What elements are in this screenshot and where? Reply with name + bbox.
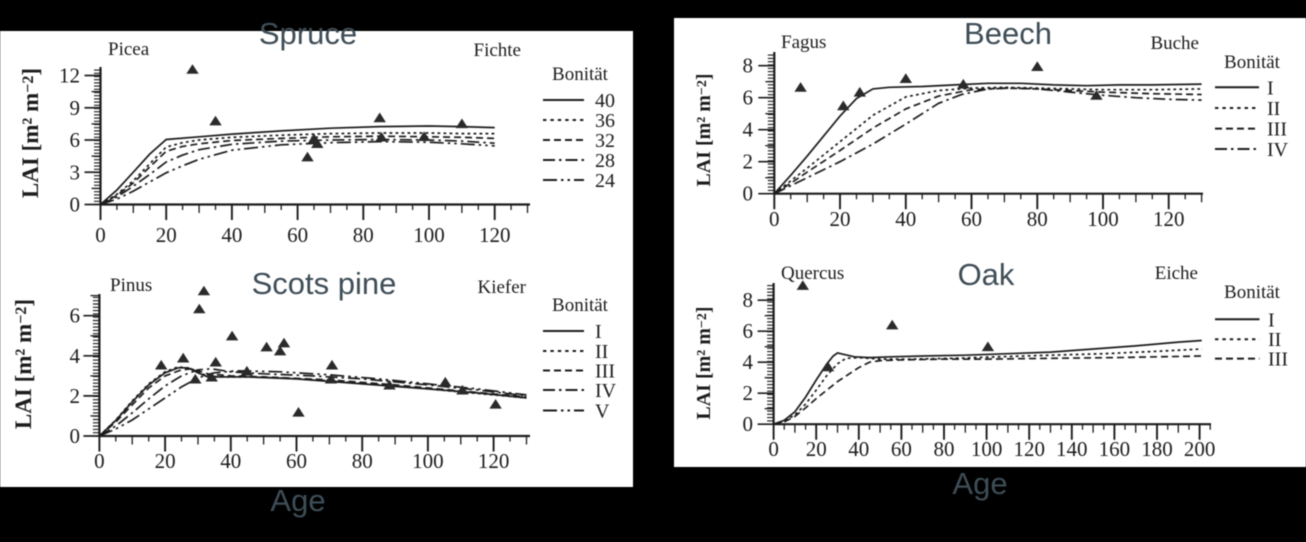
svg-text:LAI [m² m−2]: LAI [m² m−2] <box>693 73 715 186</box>
svg-text:Oak: Oak <box>958 257 1015 292</box>
svg-text:6: 6 <box>70 128 81 152</box>
svg-text:Fagus: Fagus <box>781 32 826 53</box>
svg-text:100: 100 <box>971 437 1003 461</box>
svg-text:80: 80 <box>352 449 373 473</box>
svg-text:120: 120 <box>479 223 511 247</box>
svg-text:Scots pine: Scots pine <box>252 266 397 301</box>
svg-text:0: 0 <box>70 424 81 448</box>
svg-text:0: 0 <box>769 207 780 231</box>
svg-text:40: 40 <box>220 449 241 473</box>
svg-text:II: II <box>595 341 608 363</box>
svg-text:6: 6 <box>743 319 754 343</box>
svg-text:60: 60 <box>891 437 912 461</box>
svg-text:60: 60 <box>287 223 308 247</box>
svg-text:20: 20 <box>830 207 851 231</box>
svg-text:V: V <box>595 401 610 423</box>
svg-text:120: 120 <box>478 449 510 473</box>
svg-text:9: 9 <box>70 96 81 120</box>
svg-text:2: 2 <box>70 384 81 408</box>
svg-text:Bonität: Bonität <box>1224 282 1281 303</box>
svg-text:20: 20 <box>155 449 176 473</box>
svg-text:120: 120 <box>1153 207 1185 231</box>
svg-text:4: 4 <box>743 350 754 374</box>
svg-text:III: III <box>595 361 615 383</box>
svg-text:40: 40 <box>221 223 242 247</box>
svg-text:Bonität: Bonität <box>552 295 609 316</box>
svg-text:80: 80 <box>1027 207 1048 231</box>
svg-text:Age: Age <box>952 466 1007 501</box>
svg-text:36: 36 <box>595 110 615 132</box>
svg-text:24: 24 <box>595 170 615 192</box>
svg-text:32: 32 <box>595 130 615 152</box>
svg-text:0: 0 <box>95 223 106 247</box>
svg-text:60: 60 <box>286 449 307 473</box>
svg-text:Age: Age <box>270 483 325 518</box>
svg-text:80: 80 <box>934 437 955 461</box>
svg-text:0: 0 <box>768 437 779 461</box>
svg-text:3: 3 <box>70 160 81 184</box>
svg-text:Bonität: Bonität <box>552 64 609 85</box>
svg-text:20: 20 <box>806 437 827 461</box>
svg-text:I: I <box>1267 77 1274 99</box>
svg-text:0: 0 <box>70 193 81 217</box>
svg-text:12: 12 <box>59 64 80 88</box>
svg-text:0: 0 <box>94 449 105 473</box>
svg-text:100: 100 <box>1087 207 1119 231</box>
svg-text:40: 40 <box>848 437 869 461</box>
svg-text:IV: IV <box>1267 139 1289 161</box>
svg-text:8: 8 <box>743 54 754 78</box>
svg-text:80: 80 <box>353 223 374 247</box>
svg-text:LAI [m² m−2]: LAI [m² m−2] <box>11 299 36 429</box>
svg-text:20: 20 <box>156 223 177 247</box>
svg-text:40: 40 <box>895 207 916 231</box>
svg-text:140: 140 <box>1056 437 1088 461</box>
svg-text:60: 60 <box>961 207 982 231</box>
svg-text:Beech: Beech <box>964 16 1052 51</box>
svg-text:6: 6 <box>70 304 81 328</box>
svg-text:Bonität: Bonität <box>1224 52 1281 73</box>
svg-text:IV: IV <box>595 380 617 402</box>
svg-text:200: 200 <box>1184 437 1216 461</box>
svg-text:2: 2 <box>743 150 754 174</box>
svg-text:0: 0 <box>743 412 754 436</box>
svg-text:Picea: Picea <box>108 39 150 60</box>
svg-text:Kiefer: Kiefer <box>477 277 526 298</box>
svg-text:Quercus: Quercus <box>781 263 844 284</box>
svg-text:180: 180 <box>1141 437 1173 461</box>
svg-text:8: 8 <box>743 288 754 312</box>
svg-text:I: I <box>595 321 602 343</box>
svg-text:Spruce: Spruce <box>259 16 357 51</box>
svg-text:120: 120 <box>1013 437 1045 461</box>
svg-text:100: 100 <box>413 223 445 247</box>
svg-text:Eiche: Eiche <box>1155 263 1198 284</box>
svg-text:II: II <box>1267 98 1280 120</box>
svg-text:40: 40 <box>595 90 615 112</box>
svg-text:0: 0 <box>743 182 754 206</box>
svg-text:III: III <box>1267 119 1287 141</box>
svg-text:III: III <box>1268 349 1288 371</box>
svg-text:28: 28 <box>595 150 615 172</box>
svg-text:6: 6 <box>743 86 754 110</box>
svg-text:100: 100 <box>412 449 444 473</box>
svg-text:I: I <box>1268 309 1275 331</box>
svg-text:II: II <box>1268 329 1281 351</box>
svg-text:Buche: Buche <box>1150 33 1199 54</box>
svg-text:Pinus: Pinus <box>110 275 152 296</box>
svg-text:LAI [m² m−2]: LAI [m² m−2] <box>693 306 715 419</box>
svg-text:Fichte: Fichte <box>474 40 522 61</box>
svg-text:2: 2 <box>743 381 754 405</box>
svg-text:4: 4 <box>70 344 81 368</box>
svg-text:4: 4 <box>743 118 754 142</box>
svg-text:160: 160 <box>1099 437 1131 461</box>
